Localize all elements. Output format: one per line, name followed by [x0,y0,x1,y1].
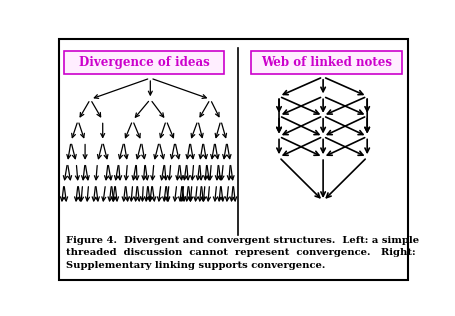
FancyBboxPatch shape [64,51,224,75]
Text: Web of linked notes: Web of linked notes [261,57,392,70]
Text: threaded  discussion  cannot  represent  convergence.   Right:: threaded discussion cannot represent con… [66,248,415,258]
Text: Divergence of ideas: Divergence of ideas [79,57,209,70]
Text: Supplementary linking supports convergence.: Supplementary linking supports convergen… [66,261,325,270]
FancyBboxPatch shape [251,51,402,75]
Text: Figure 4.  Divergent and convergent structures.  Left: a simple: Figure 4. Divergent and convergent struc… [66,236,419,245]
